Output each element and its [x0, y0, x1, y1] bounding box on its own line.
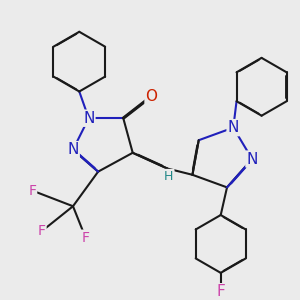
Text: N: N	[247, 152, 258, 166]
Text: F: F	[82, 231, 90, 245]
Text: F: F	[216, 284, 225, 299]
Text: N: N	[83, 111, 94, 126]
Text: N: N	[228, 120, 239, 135]
Text: F: F	[28, 184, 36, 197]
Text: F: F	[38, 224, 46, 239]
Text: H: H	[164, 170, 173, 183]
Text: O: O	[146, 89, 158, 104]
Text: N: N	[67, 142, 79, 157]
